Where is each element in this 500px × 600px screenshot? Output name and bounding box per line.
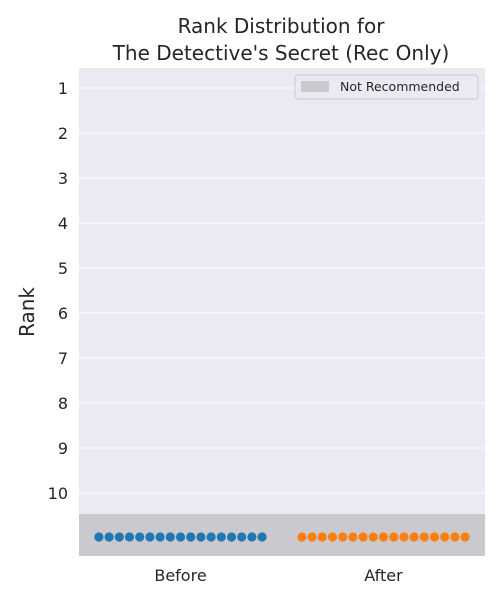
data-point-after	[460, 532, 470, 542]
y-tick-labels: 1 2 3 4 5 6 7 8 9 10	[48, 79, 68, 503]
data-point-before	[206, 532, 216, 542]
y-tick-5: 5	[58, 259, 68, 278]
data-point-after	[450, 532, 460, 542]
data-point-after	[368, 532, 378, 542]
data-point-before	[165, 532, 175, 542]
data-point-after	[399, 532, 409, 542]
chart-title-line-2: The Detective's Secret (Rec Only)	[112, 41, 450, 65]
data-point-before	[186, 532, 196, 542]
data-point-after	[307, 532, 317, 542]
data-point-before	[145, 532, 155, 542]
legend: Not Recommended	[294, 74, 479, 100]
data-point-before	[114, 532, 124, 542]
y-tick-1: 1	[58, 79, 68, 98]
legend-box	[294, 74, 479, 100]
data-point-after	[338, 532, 348, 542]
y-axis-label: Rank	[15, 287, 39, 337]
y-tick-9: 9	[58, 439, 68, 458]
y-tick-2: 2	[58, 124, 68, 143]
grid-lines	[79, 87, 485, 494]
data-point-after	[440, 532, 450, 542]
data-points	[94, 532, 470, 542]
data-point-before	[226, 532, 237, 542]
data-point-after	[358, 532, 368, 542]
data-point-before	[135, 532, 145, 542]
data-point-before	[94, 532, 104, 542]
y-tick-7: 7	[58, 349, 68, 368]
y-tick-4: 4	[58, 214, 68, 233]
data-point-before	[237, 532, 247, 542]
data-point-before	[216, 532, 226, 542]
data-point-after	[297, 532, 307, 542]
data-point-after	[317, 532, 327, 542]
y-tick-6: 6	[58, 304, 68, 323]
data-point-before	[196, 532, 206, 542]
data-point-before	[104, 532, 114, 542]
data-point-after	[429, 532, 440, 542]
data-point-after	[327, 532, 338, 542]
x-tick-before: Before	[154, 566, 206, 585]
chart-title-line-1: Rank Distribution for	[178, 14, 386, 38]
y-tick-3: 3	[58, 169, 68, 188]
x-tick-after: After	[364, 566, 403, 585]
y-tick-10: 10	[48, 484, 68, 503]
data-point-before	[247, 532, 257, 542]
x-tick-labels: Before After	[154, 566, 403, 585]
data-point-after	[409, 532, 419, 542]
data-point-before	[175, 532, 186, 542]
data-point-after	[389, 532, 399, 542]
data-point-after	[378, 532, 389, 542]
data-point-after	[348, 532, 358, 542]
data-point-before	[124, 532, 135, 542]
plot-area	[79, 68, 485, 556]
data-point-after	[419, 532, 429, 542]
legend-swatch-not-recommended	[301, 81, 329, 92]
legend-label-not-recommended: Not Recommended	[340, 79, 460, 94]
data-point-before	[155, 532, 165, 542]
y-tick-8: 8	[58, 394, 68, 413]
data-point-before	[257, 532, 267, 542]
